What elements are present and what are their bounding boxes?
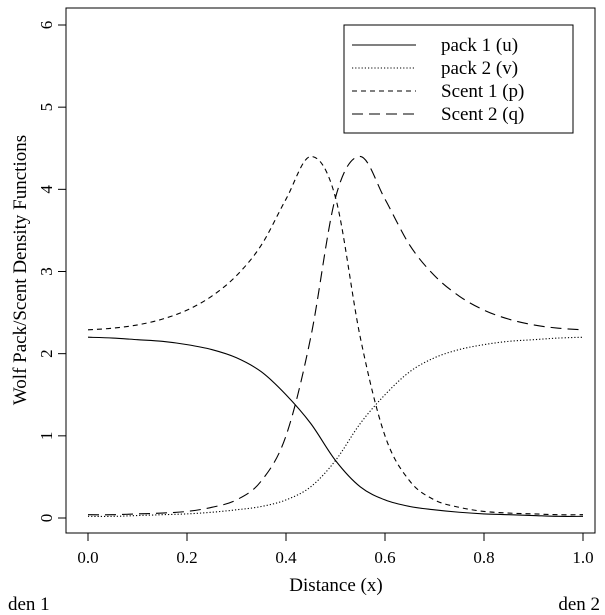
series-line-2 bbox=[87, 336, 584, 517]
legend-label-1: pack 1 (u) bbox=[441, 35, 518, 56]
series-line-1 bbox=[87, 336, 584, 517]
legend: pack 1 (u)pack 2 (v)Scent 1 (p)Scent 2 (… bbox=[343, 24, 574, 134]
y-axis-ticks: 0 1 2 3 4 5 6 bbox=[37, 21, 66, 523]
legend-label-2: pack 2 (v) bbox=[441, 58, 518, 79]
y-tick-label: 0 bbox=[37, 514, 56, 523]
x-tick-label: 0.2 bbox=[176, 548, 197, 567]
y-axis-title: Wolf Pack/Scent Density Functions bbox=[10, 135, 31, 405]
den-1-label: den 1 bbox=[8, 594, 50, 615]
y-tick-label: 1 bbox=[37, 432, 56, 441]
x-tick-label: 0.6 bbox=[374, 548, 395, 567]
y-tick-label: 3 bbox=[37, 267, 56, 276]
x-tick-label: 1.0 bbox=[572, 548, 593, 567]
x-axis-title: Distance (x) bbox=[289, 575, 382, 596]
y-tick-label: 6 bbox=[37, 21, 56, 30]
y-tick-label: 5 bbox=[37, 103, 56, 112]
series-line-4 bbox=[87, 155, 584, 516]
series-line-3 bbox=[87, 155, 584, 516]
x-tick-label: 0.0 bbox=[77, 548, 98, 567]
den-2-label: den 2 bbox=[558, 594, 600, 615]
legend-label-3: Scent 1 (p) bbox=[441, 81, 524, 102]
legend-label-4: Scent 2 (q) bbox=[441, 104, 524, 125]
plot-frame bbox=[65, 7, 596, 534]
legend-box bbox=[343, 24, 574, 134]
x-tick-label: 0.8 bbox=[473, 548, 494, 567]
y-tick-label: 4 bbox=[37, 185, 56, 194]
y-tick-label: 2 bbox=[37, 349, 56, 358]
x-tick-label: 0.4 bbox=[275, 548, 297, 567]
x-axis-ticks: 0.0 0.2 0.4 0.6 0.8 1.0 bbox=[77, 533, 594, 567]
series-group bbox=[87, 155, 584, 517]
